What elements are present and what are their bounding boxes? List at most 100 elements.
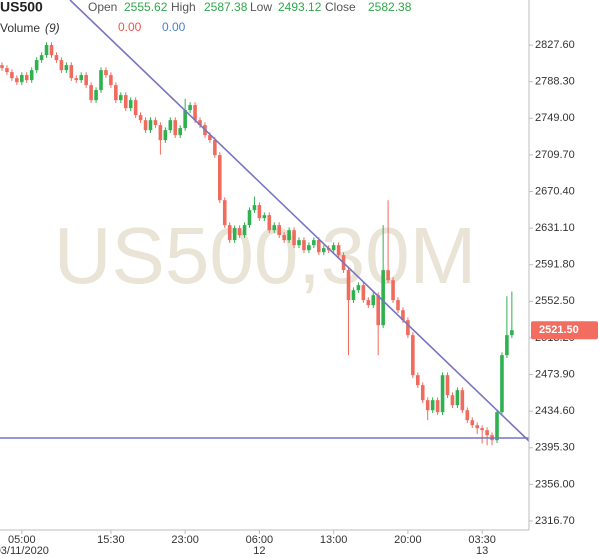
x-date-label: 03/11/2020 — [0, 545, 49, 557]
legend-label: Low — [250, 0, 272, 14]
y-tick-label: 2788.30 — [535, 76, 575, 88]
candle-body — [0, 65, 4, 69]
candle-body — [133, 100, 138, 116]
candle-body — [153, 120, 158, 126]
legend-label: High — [171, 0, 196, 14]
candle-body — [272, 225, 277, 231]
y-tick-label: 2591.80 — [535, 259, 575, 271]
candle-body — [208, 135, 212, 141]
candle-body — [510, 330, 514, 336]
candle-body — [44, 45, 49, 56]
x-tick-label: 05:00 — [8, 534, 36, 546]
candle-body — [49, 45, 54, 56]
candle-body — [396, 300, 400, 311]
candle-body — [5, 68, 9, 73]
candle-body — [242, 225, 247, 236]
candle-body — [321, 248, 326, 253]
y-tick-label: 2473.90 — [535, 368, 575, 380]
y-tick-label: 2552.50 — [535, 295, 575, 307]
candle-body — [336, 245, 341, 256]
x-tick-label: 20:00 — [394, 534, 422, 546]
candle-body — [20, 75, 24, 83]
x-tick-label: 15:30 — [97, 534, 125, 546]
candle-body — [376, 295, 380, 326]
x-date-label: 12 — [253, 545, 265, 557]
symbol: US500 — [0, 0, 43, 15]
candle-body — [485, 430, 489, 436]
candle-body — [39, 55, 44, 61]
legend-value: 2587.38 — [204, 0, 248, 14]
volume-label: Volume — [0, 21, 40, 35]
candle-body — [104, 70, 108, 76]
candle-body — [74, 78, 79, 81]
candle-body — [391, 280, 395, 301]
candle-body — [168, 120, 173, 131]
y-tick-label: 2827.60 — [535, 39, 575, 51]
candle-body — [262, 215, 267, 219]
price-axis-bg — [529, 0, 599, 530]
candle-body — [470, 420, 475, 426]
candle-body — [401, 310, 405, 321]
candle-body — [10, 72, 14, 79]
legend-label: Open — [88, 0, 117, 14]
candle-body — [109, 75, 113, 86]
candle-body — [237, 228, 242, 236]
trend-line — [69, 0, 531, 443]
candle-body — [148, 120, 153, 131]
candle-body — [69, 65, 74, 79]
candle-body — [183, 110, 187, 129]
candle-body — [267, 215, 272, 231]
volume-value: 0.00 — [118, 20, 142, 34]
candle-body — [193, 105, 197, 121]
y-tick-label: 2749.00 — [535, 112, 575, 124]
last-price-box — [531, 321, 598, 340]
legend-label: Close — [325, 0, 356, 14]
candle-body — [188, 105, 192, 111]
x-tick-label: 06:00 — [246, 534, 274, 546]
x-tick-label: 13:00 — [320, 534, 348, 546]
candle-body — [198, 120, 202, 126]
candle-body — [178, 128, 182, 136]
candle-body — [99, 70, 103, 91]
candle-body — [307, 245, 311, 251]
candle-body — [282, 235, 286, 241]
candle-body — [24, 75, 29, 81]
candle-body — [59, 60, 64, 71]
candle-body — [430, 400, 435, 411]
candle-body — [475, 425, 479, 429]
legend-value: 2555.62 — [124, 0, 168, 14]
candle-body — [128, 100, 133, 109]
y-tick-label: 2316.70 — [535, 515, 575, 527]
candle-body — [495, 412, 499, 441]
x-axis: 05:00 15:30 23:00 06:00 13:00 20:00 03:30 03/11… — [0, 530, 496, 557]
candle-body — [222, 200, 227, 226]
y-tick-label: 2631.10 — [535, 222, 575, 234]
candle-body — [143, 120, 148, 131]
candle-body — [465, 410, 470, 421]
candle-body — [114, 85, 118, 101]
candle-body — [505, 335, 509, 356]
candle-body — [411, 335, 415, 376]
candle-body — [500, 355, 504, 413]
candle-body — [435, 400, 440, 413]
candle-body — [138, 115, 143, 121]
candle-body — [119, 95, 123, 101]
candle-body — [79, 75, 83, 81]
plot-area — [0, 42, 514, 446]
candle-body — [420, 385, 425, 401]
candle-body — [386, 270, 390, 281]
candle-body — [406, 320, 410, 336]
candle-body — [425, 400, 430, 411]
legend-value: 2493.12 — [278, 0, 322, 14]
last-price-tag: 2521.50 — [531, 321, 598, 340]
candle-body — [213, 140, 217, 156]
y-tick-label: 2434.60 — [535, 405, 575, 417]
candle-body — [455, 390, 460, 406]
candle-body — [287, 230, 291, 241]
candle-body — [366, 300, 371, 306]
candle-body — [450, 395, 455, 406]
y-tick-label: 2356.00 — [535, 478, 575, 490]
